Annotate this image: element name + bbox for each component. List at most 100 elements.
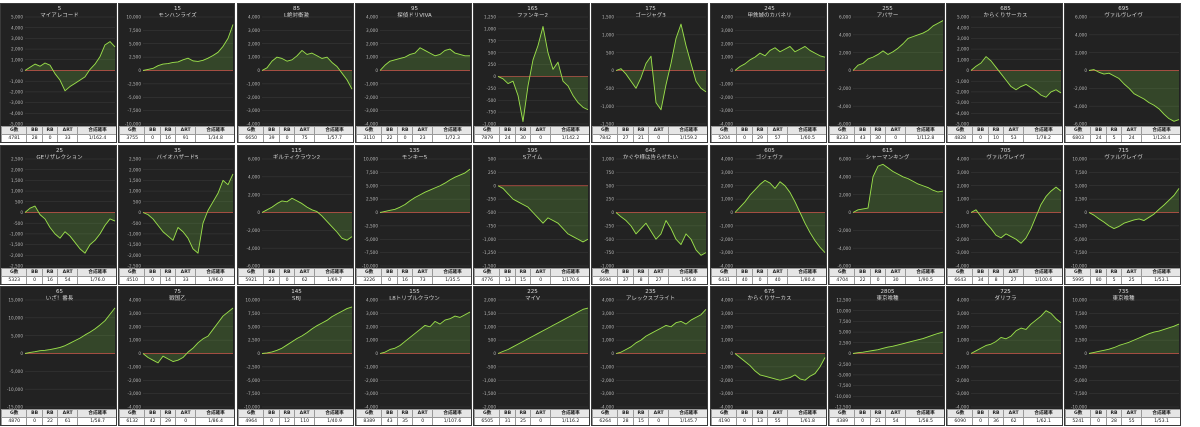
series-line <box>261 49 353 90</box>
series-line <box>970 56 1062 98</box>
stats-value-cell: 3755 <box>119 134 146 142</box>
stats-value-cell: 15 <box>514 276 532 284</box>
stats-header-cell: ART <box>175 268 197 277</box>
stats-value-cell: 1/60.5 <box>787 134 826 142</box>
y-tick-label: 2,000 <box>366 324 378 329</box>
stats-header-row: G数 BB RB ART 合成確率 <box>711 268 826 277</box>
stats-value-cell: 4870 <box>1 417 28 425</box>
stats-header-cell: G数 <box>119 126 146 135</box>
stats-header-cell: ART <box>57 409 79 418</box>
stats-value-cell: 5 <box>1105 276 1123 284</box>
chart-panel: 195 Sアイム 500 250 0 -250 -500 -750 -1,000 -1,250 -1… <box>473 145 590 285</box>
stats-value-cell: 0 <box>530 417 552 425</box>
y-tick-label: 2,000 <box>129 324 141 329</box>
y-tick-label: -4,000 <box>365 122 379 126</box>
line-chart: 1,500 1,000 500 0 -500 -1,000 -1,500 <box>601 15 707 126</box>
stats-header-cell: BB <box>736 409 753 418</box>
stats-value-cell: 4389 <box>829 417 856 425</box>
stats-header-cell: 合成確率 <box>1023 268 1062 277</box>
stats-value-cell: 16 <box>159 134 177 142</box>
stats-header-row: G数 BB RB ART 合成確率 <box>356 409 471 418</box>
y-tick-label: 4,000 <box>839 174 851 179</box>
series-line <box>497 307 589 354</box>
y-tick-label: -2,000 <box>128 253 142 258</box>
stats-value-cell: 0 <box>175 417 197 425</box>
y-tick-label: -2,000 <box>247 95 261 100</box>
y-tick-label: -2,000 <box>720 95 734 100</box>
machine-number: 65 <box>56 289 63 295</box>
stats-value-cell: 5995 <box>1065 276 1092 284</box>
stats-table: G数 BB RB ART 合成確率 3110 22 0 23 1/72.3 <box>356 126 471 142</box>
stats-value-cell: 110 <box>294 417 316 425</box>
y-tick-label: 2,000 <box>721 324 733 329</box>
machine-number: 5 <box>57 6 62 12</box>
y-tick-label: -1,000 <box>720 223 734 228</box>
series-line <box>379 168 471 213</box>
y-tick-label: -3,000 <box>365 391 379 396</box>
stats-header-cell: ART <box>412 409 434 418</box>
y-tick-label: 7,500 <box>129 28 141 33</box>
stats-value-cell: 24 <box>499 134 516 142</box>
y-tick-label: 7,500 <box>1075 311 1087 316</box>
y-tick-label: 5,000 <box>129 41 141 46</box>
y-tick-label: -2,000 <box>365 378 379 383</box>
y-tick-label: 2,000 <box>721 183 733 188</box>
stats-table: G数 BB RB ART 合成確率 5921 23 0 62 1/69.7 <box>238 268 353 284</box>
area-fill <box>380 169 470 213</box>
stats-value-cell: 1/100.6 <box>1023 276 1062 284</box>
stats-header-cell: BB <box>617 409 634 418</box>
stats-header-cell: G数 <box>1 268 28 277</box>
stats-value-cell: 30 <box>514 134 532 142</box>
area-fill <box>380 312 470 354</box>
y-tick-label: -3,000 <box>365 108 379 113</box>
area-fill <box>971 310 1061 354</box>
stats-header-cell: 合成確率 <box>787 126 826 135</box>
stats-header-cell: RB <box>869 126 887 135</box>
y-tick-label: -7,500 <box>247 391 261 396</box>
machine-number: 715 <box>1118 148 1129 154</box>
stats-header-row: G数 BB RB ART 合成確率 <box>474 126 589 135</box>
stats-header-cell: 合成確率 <box>195 268 234 277</box>
stats-header-cell: 合成確率 <box>314 409 353 418</box>
stats-value-cell: 8 <box>987 276 1005 284</box>
area-fill <box>735 46 825 71</box>
chart-panel: 705 ヴァルヴレイヴ 4,000 3,000 2,000 1,000 0 -1,000 -2,… <box>946 145 1063 285</box>
y-tick-label: -2,000 <box>365 95 379 100</box>
stats-value-row: 6090 0 36 62 1/62.1 <box>947 417 1062 425</box>
machine-name: マイV <box>525 295 540 302</box>
stats-value-cell: 1/69.7 <box>314 276 353 284</box>
stats-value-cell: 6505 <box>474 417 501 425</box>
stats-value-cell: 0 <box>41 134 59 142</box>
stats-value-cell: 27 <box>1003 276 1025 284</box>
series-line <box>142 24 234 71</box>
stats-header-cell: ART <box>885 409 907 418</box>
stats-header-cell: G数 <box>238 126 265 135</box>
y-tick-label: 2,000 <box>11 167 23 172</box>
stats-header-row: G数 BB RB ART 合成確率 <box>238 268 353 277</box>
stats-header-cell: BB <box>263 268 280 277</box>
stats-header-cell: BB <box>381 126 398 135</box>
y-tick-label: -4,000 <box>365 405 379 409</box>
stats-header-cell: G数 <box>356 409 383 418</box>
area-fill <box>498 26 588 122</box>
y-tick-label: -1,000 <box>601 364 615 369</box>
y-tick-label: -1,000 <box>601 264 615 268</box>
stats-value-cell: 54 <box>57 276 79 284</box>
stats-header-cell: 合成確率 <box>432 409 471 418</box>
stats-header-cell: ART <box>57 126 79 135</box>
area-fill <box>25 41 115 91</box>
y-tick-label: 500 <box>488 157 496 162</box>
stats-value-cell: 25 <box>514 417 532 425</box>
stats-header-cell: BB <box>499 126 516 135</box>
stats-header-row: G数 BB RB ART 合成確率 <box>1065 409 1180 418</box>
stats-value-cell: 33 <box>175 276 197 284</box>
machine-name: バイオハザード5 <box>156 154 199 161</box>
stats-value-cell: 1/170.6 <box>550 276 589 284</box>
stats-header-cell: RB <box>41 409 59 418</box>
stats-value-cell: 1/57.7 <box>314 134 353 142</box>
stats-header-row: G数 BB RB ART 合成確率 <box>711 126 826 135</box>
stats-value-cell: 29 <box>751 134 769 142</box>
y-tick-label: -3,000 <box>720 250 734 255</box>
stats-value-cell: 73 <box>412 276 434 284</box>
line-chart: 1,000 750 500 250 0 -250 -500 -750 -1,000 <box>601 157 707 268</box>
